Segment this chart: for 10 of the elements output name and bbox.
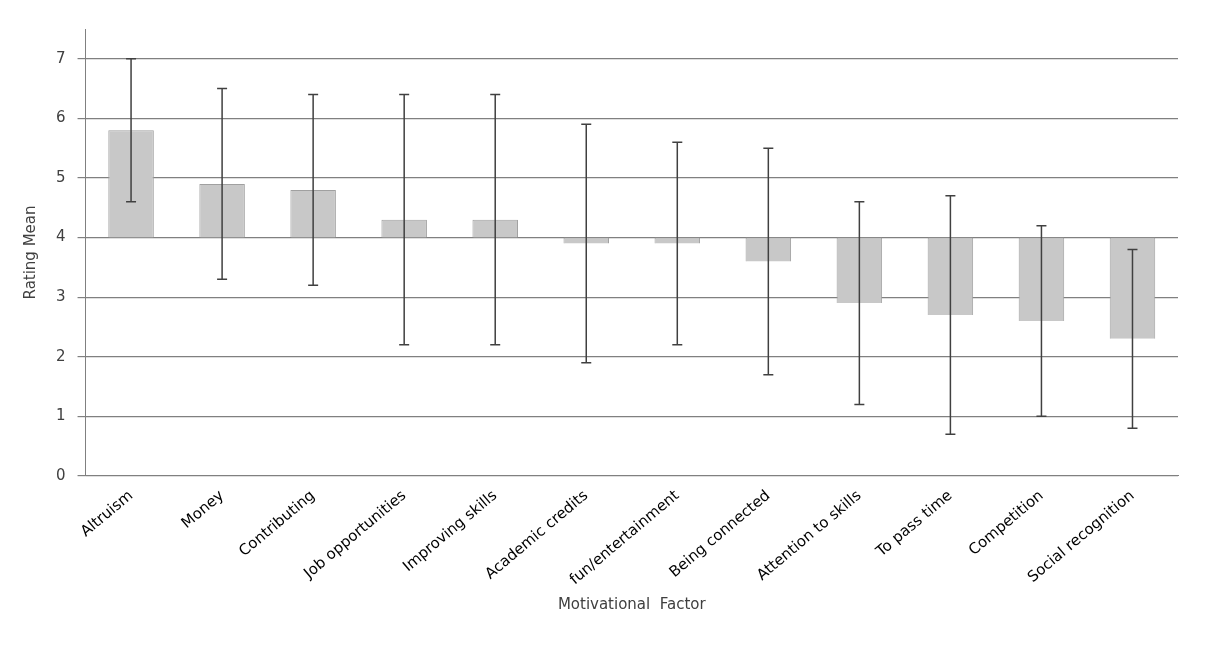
y-tick-label: 6 <box>56 108 66 127</box>
y-tick-label: 1 <box>56 406 66 425</box>
y-tick-label: 4 <box>56 227 66 246</box>
y-tick-label: 7 <box>56 48 66 67</box>
y-tick-label: 2 <box>56 346 66 365</box>
y-axis-title: Rating Mean <box>20 205 39 300</box>
x-axis-title: Motivational Factor <box>557 594 707 613</box>
y-tick-label: 3 <box>56 287 66 306</box>
y-tick-label: 0 <box>56 465 66 484</box>
y-tick-label: 5 <box>56 167 66 186</box>
